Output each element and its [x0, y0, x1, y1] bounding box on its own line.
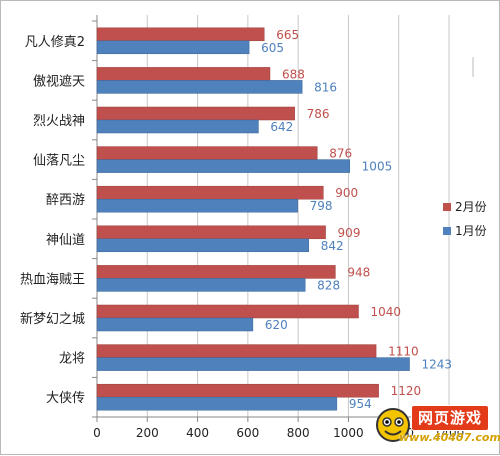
data-label: 1120: [391, 384, 422, 398]
bar-series2: [96, 225, 326, 240]
bar-series1: [96, 238, 309, 253]
data-label: 786: [307, 107, 330, 121]
category-label: 神仙道: [46, 233, 85, 248]
bar-series1: [96, 40, 250, 55]
bar-series2: [96, 383, 379, 398]
bar-series1: [96, 317, 254, 332]
data-label: 1243: [422, 358, 453, 372]
data-label: 665: [276, 28, 299, 42]
data-label: 605: [261, 41, 284, 55]
bar-series1: [96, 357, 410, 371]
x-tick-label: 400: [186, 426, 209, 440]
x-tick-label: 0: [93, 426, 101, 440]
bar-series2: [96, 146, 318, 160]
x-tick-label: 600: [236, 426, 259, 440]
category-label: 新梦幻之城: [20, 311, 85, 327]
data-label: 1040: [370, 305, 401, 319]
x-tick-label: 800: [287, 426, 310, 440]
data-label: 816: [314, 80, 337, 94]
bar-series1: [96, 198, 298, 213]
data-label: 842: [321, 239, 344, 253]
category-label: 烈火战神: [33, 114, 85, 129]
bar-series1: [96, 396, 338, 411]
data-label: 828: [317, 278, 340, 292]
watermark-site-text: www.40407.com: [399, 431, 500, 444]
category-label: 醉西游: [46, 192, 85, 208]
category-label: 热血海贼王: [20, 272, 85, 287]
data-label: 900: [335, 186, 358, 200]
data-label: 876: [329, 147, 352, 161]
data-label: 798: [310, 199, 333, 213]
legend-label: 2月份: [455, 200, 487, 214]
bar-series2: [96, 185, 324, 200]
bar-series2: [96, 27, 265, 42]
bar-series2: [96, 106, 295, 121]
data-label: 642: [270, 120, 293, 134]
category-label: 仙落凡尘: [33, 154, 85, 169]
bar-series1: [96, 80, 303, 94]
category-label: 傲视遮天: [33, 73, 85, 89]
data-label: 909: [338, 226, 361, 240]
legend-label: 1月份: [455, 224, 487, 238]
category-label: 大侠传: [46, 391, 85, 406]
watermark-logo-text: 网页游戏: [411, 405, 490, 431]
bar-series1: [96, 159, 350, 173]
x-tick-label: 1000: [333, 426, 364, 440]
data-label: 1110: [388, 345, 419, 359]
legend-swatch: [443, 227, 451, 235]
x-tick-label: 200: [136, 426, 159, 440]
bar-series2: [96, 304, 359, 319]
data-label: 688: [282, 67, 305, 81]
mascot-icon: [376, 408, 410, 442]
bar-series1: [96, 119, 259, 134]
bar-series2: [96, 344, 377, 358]
bar-series1: [96, 278, 306, 292]
legend: 2月份 1月份: [443, 200, 487, 238]
data-label: 1005: [362, 160, 393, 174]
bar-series2: [96, 67, 271, 81]
data-label: 620: [265, 318, 288, 332]
watermark-logo: 网页游戏 www.40407.com: [373, 403, 500, 453]
category-label: 龙将: [59, 352, 85, 367]
bar-series2: [96, 265, 336, 279]
legend-swatch: [443, 203, 451, 211]
category-label: 凡人修真2: [25, 35, 85, 50]
data-label: 948: [347, 265, 370, 279]
data-label: 954: [349, 397, 372, 411]
